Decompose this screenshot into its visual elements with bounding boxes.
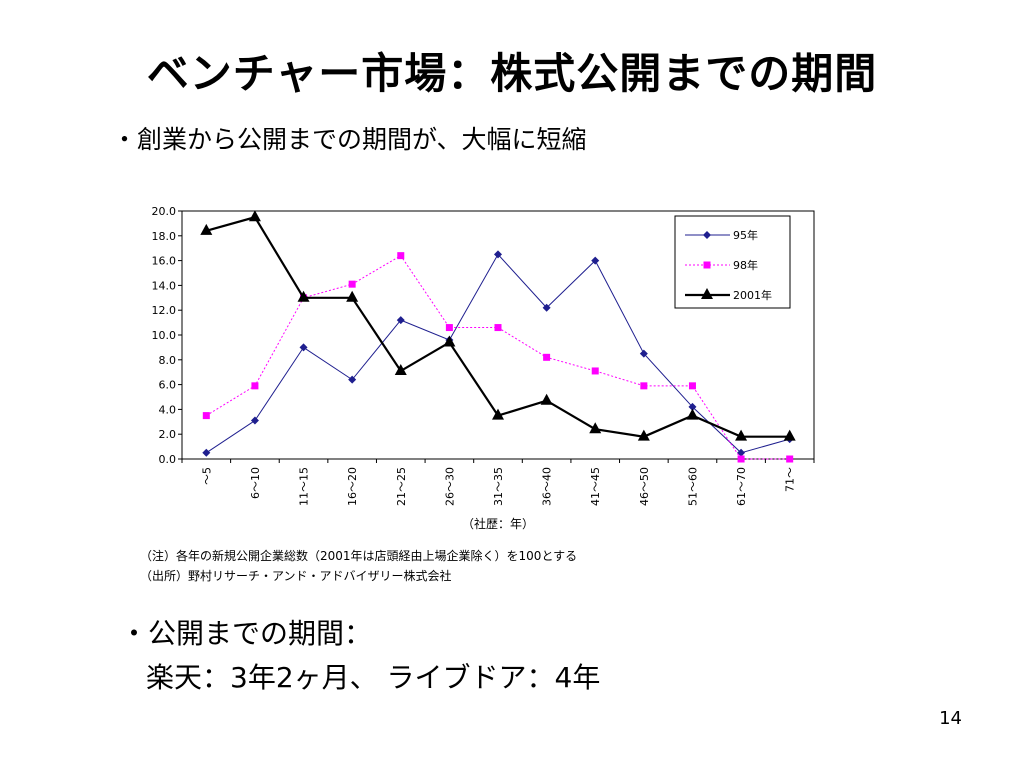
page-number: 14 <box>939 708 962 729</box>
x-tick-label: 21～25 <box>395 467 408 506</box>
y-tick-label: 2.0 <box>159 428 177 441</box>
y-tick-label: 18.0 <box>152 230 177 243</box>
bottom-line-2: 楽天：3年2ヶ月、 ライブドア：4年 <box>146 661 601 694</box>
series-0-point <box>737 448 746 457</box>
series-2-point <box>346 290 359 302</box>
x-tick-label: 11～15 <box>298 467 311 506</box>
series-1-point <box>202 412 210 420</box>
series-1-point <box>494 324 502 332</box>
series-2-point <box>540 393 553 405</box>
notes: （注）各年の新規公開企業総数（2001年は店頭経由上場企業除く）を100とする … <box>140 546 577 586</box>
series-0-point <box>202 448 211 457</box>
bottom-line-1: ・公開までの期間： <box>120 617 373 650</box>
series-2-point <box>735 429 748 441</box>
x-tick-label: 46～50 <box>638 467 651 506</box>
legend-marker <box>703 261 711 269</box>
series-1-point <box>786 455 794 463</box>
series-0-point <box>688 402 697 411</box>
x-tick-label: 36～40 <box>541 467 554 506</box>
series-0-point <box>494 250 502 259</box>
legend-label: 2001年 <box>733 288 772 302</box>
x-tick-label: 41～45 <box>589 467 602 506</box>
note-line-1: （注）各年の新規公開企業総数（2001年は店頭経由上場企業除く）を100とする <box>140 549 578 563</box>
y-tick-label: 12.0 <box>152 304 177 317</box>
legend-label: 98年 <box>733 258 758 272</box>
series-2-point <box>783 429 796 441</box>
y-tick-label: 4.0 <box>159 403 177 416</box>
legend-box <box>674 215 791 309</box>
series-0-point <box>250 416 259 425</box>
x-tick-label: 51～60 <box>686 467 699 506</box>
series-0-point <box>542 303 551 312</box>
series-2-point <box>443 335 456 347</box>
series-1-point <box>688 382 696 390</box>
series-2-point <box>248 210 261 222</box>
slide-title: ベンチャー市場：株式公開までの期間 <box>146 49 878 98</box>
series-1-point <box>445 324 453 332</box>
series-1-point <box>348 280 356 288</box>
y-tick-label: 0.0 <box>159 453 177 466</box>
x-tick-label: 31～35 <box>492 467 505 506</box>
series-1-point <box>737 455 745 463</box>
chart-svg: 20.0 18.0 16.0 14.0 12.0 10.0 8.0 6.0 4.0 2.0 0.0 ～… <box>152 205 815 531</box>
series-0-point <box>591 256 600 265</box>
slide-subtitle: ・創業から公開までの期間が、大幅に短縮 <box>112 125 587 154</box>
x-tick-label: 16～20 <box>346 467 359 506</box>
series-2-point <box>200 223 213 235</box>
series-2-point <box>492 408 504 420</box>
line-chart: 20.0 18.0 16.0 14.0 12.0 10.0 8.0 6.0 4.0 2.0 0.0 ～… <box>130 200 830 540</box>
series-0-point <box>299 343 308 352</box>
series-0-point <box>348 375 357 384</box>
x-axis-title: （社歴：年） <box>462 516 534 531</box>
series-1-point <box>251 382 259 390</box>
series-1-point <box>591 367 599 375</box>
x-tick-label: 6～10 <box>249 467 262 499</box>
y-tick-label: 8.0 <box>159 354 177 367</box>
series-1-point <box>640 382 648 390</box>
note-line-2: （出所）野村リサーチ・アンド・アドバイザリー株式会社 <box>140 569 452 583</box>
series-0-point <box>396 316 405 325</box>
x-tick-label: 71～ <box>784 467 797 492</box>
y-tick-label: 16.0 <box>152 255 177 268</box>
series-2-point <box>589 422 602 434</box>
series-2-point <box>686 408 699 420</box>
y-tick-label: 20.0 <box>152 205 177 218</box>
y-tick-label: 10.0 <box>152 329 177 342</box>
x-tick-label: 61～70 <box>735 467 748 506</box>
series-1-point <box>543 353 551 361</box>
legend-marker <box>701 288 713 299</box>
series-2-point <box>637 429 650 441</box>
x-tick-label: ～5 <box>200 467 213 485</box>
legend-label: 95年 <box>733 228 758 242</box>
legend-marker <box>703 231 711 239</box>
series-1-point <box>397 252 405 260</box>
y-tick-label: 14.0 <box>152 279 177 292</box>
series-2-point <box>394 363 407 375</box>
series-0-point <box>639 349 648 358</box>
x-tick-label: 26～30 <box>443 467 456 506</box>
y-tick-label: 6.0 <box>159 379 177 392</box>
bottom-text: ・公開までの期間： 楽天：3年2ヶ月、 ライブドア：4年 <box>120 612 600 700</box>
series-2-point <box>297 290 310 302</box>
